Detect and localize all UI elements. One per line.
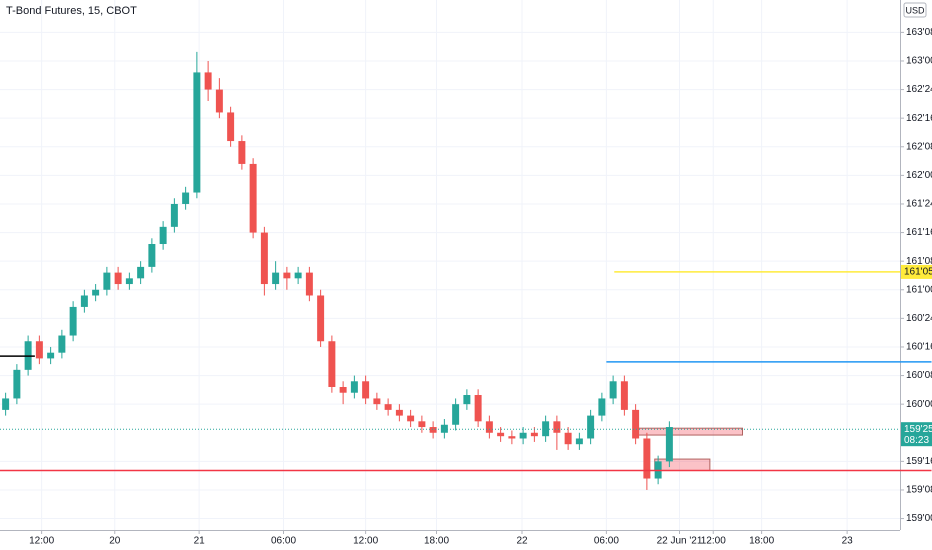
candle-body [665,427,673,462]
candle-body [125,278,133,285]
candle-body [395,409,403,416]
y-tick-label: 161'16 [906,227,932,238]
x-tick-label: 22 [516,536,528,547]
candle-body [485,421,493,433]
candle-body [2,398,10,410]
candle-body [317,295,325,342]
candle-body [609,381,617,399]
y-tick-label: 162'24 [906,84,932,95]
x-tick-label: 06:00 [271,536,296,547]
chart-title: T-Bond Futures, 15, CBOT [6,5,137,17]
y-tick-label: 161'00 [906,284,932,295]
candle-body [418,421,426,428]
x-tick-label: 18:00 [424,536,449,547]
y-tick-label: 161'24 [906,199,932,210]
candle-body [407,415,415,422]
y-tick-label: 161'08 [906,256,932,267]
zone [654,458,711,472]
candle-body [238,141,246,164]
y-tick-label: 162'16 [906,113,932,124]
y-tick-label: 159'08 [906,485,932,496]
y-tick-label: 160'00 [906,399,932,410]
candle-body [13,369,21,399]
currency-label: USD [905,5,925,15]
y-tick-label: 163'08 [906,27,932,38]
candle-body [249,163,257,233]
y-tick-label: 160'24 [906,313,932,324]
candle-body [598,398,606,416]
candle-body [497,432,505,437]
candle-body [170,203,178,227]
x-tick-label: 12:00 [701,536,726,547]
x-tick-label: 22 Jun '21 [657,536,703,547]
candle-body [632,409,640,439]
candle-body [283,272,291,279]
x-tick-label: 12:00 [29,536,54,547]
x-tick-label: 06:00 [594,536,619,547]
candle-body [328,341,336,388]
candle-body [350,381,358,393]
candle-body [305,272,313,296]
y-tick-label: 162'00 [906,170,932,181]
candle-body [474,395,482,422]
y-tick-label: 159'00 [906,513,932,524]
candle-body [452,404,460,425]
y-tick-label: 160'08 [906,370,932,381]
candle-body [69,306,77,336]
candle-body [542,421,550,437]
candle-body [373,398,381,405]
candle-body [362,381,370,399]
candle-body [35,341,43,359]
candle-body [260,232,268,285]
candle-body [294,272,302,279]
x-tick-label: 21 [194,536,206,547]
x-tick-label: 18:00 [749,536,774,547]
y-tick-label: 159'16 [906,456,932,467]
level-badge [901,264,932,279]
candle-body [587,415,595,439]
countdown-label: 08:23 [904,435,929,446]
candle-body [103,272,111,290]
candle-body [519,432,527,439]
candle-body [137,266,145,279]
last-price-badge [901,422,932,447]
candle-body [620,381,628,410]
level-label: 161'05 [904,267,932,278]
candle-body [182,192,190,204]
candle-body [339,387,347,393]
candle-body [530,432,538,437]
y-tick-label: 162'08 [906,141,932,152]
x-tick-label: 23 [842,536,854,547]
x-tick-label: 12:00 [353,536,378,547]
candle-body [553,421,561,433]
candle-body [643,438,651,479]
candle-body [159,226,167,245]
candle-body [575,438,583,445]
y-tick-label: 160'16 [906,342,932,353]
currency-badge[interactable] [903,2,927,18]
y-tick-label: 163'00 [906,56,932,67]
last-price-label: 159'25 [904,424,932,435]
candle-body [47,352,55,359]
candle-body [227,112,235,142]
candle-body [80,295,88,307]
x-tick-label: 20 [109,536,121,547]
candle-body [564,432,572,445]
candle-body [204,72,212,90]
candle-body [92,289,100,296]
candle-body [58,335,66,353]
candle-body [508,436,516,439]
candle-body [384,404,392,410]
candle-body [463,395,471,405]
candle-body [148,244,156,267]
candle-body [272,272,280,285]
candle-body [215,89,223,113]
candle-body [429,427,437,433]
candle-body [114,272,122,285]
candle-body [193,72,201,193]
